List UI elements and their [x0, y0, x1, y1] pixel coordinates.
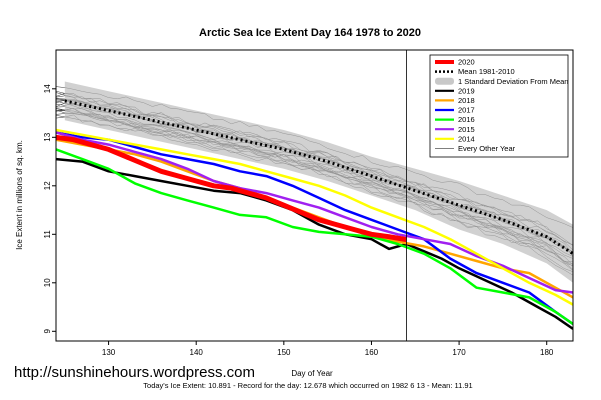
y-tick-label: 12 [43, 181, 52, 190]
chart-title: Arctic Sea Ice Extent Day 164 1978 to 20… [199, 27, 421, 39]
legend-label: 2015 [458, 125, 475, 134]
legend-label: 1 Standard Deviation From Mean [458, 77, 568, 86]
watermark: http://sunshinehours.wordpress.com [14, 364, 255, 381]
legend-label: 2014 [458, 134, 475, 143]
x-tick-label: 130 [102, 348, 116, 357]
x-tick-label: 150 [277, 348, 291, 357]
legend-label: Mean 1981-2010 [458, 67, 515, 76]
y-tick-label: 9 [43, 329, 52, 334]
footer-stats: Today's Ice Extent: 10.891 - Record for … [143, 381, 472, 390]
y-tick-label: 10 [43, 278, 52, 287]
y-tick-label: 14 [43, 84, 52, 93]
x-tick-label: 140 [190, 348, 204, 357]
y-axis-label: Ice Extent in millions of sq. km. [15, 140, 24, 250]
y-axis: 9 10 11 12 13 14 [43, 84, 56, 334]
series-line-2020 [56, 134, 407, 243]
legend-label: 2019 [458, 86, 475, 95]
legend-label: 2017 [458, 106, 475, 115]
x-tick-label: 170 [452, 348, 466, 357]
legend-label: Every Other Year [458, 144, 516, 153]
std-dev-band [64, 81, 573, 283]
x-tick-label: 160 [365, 348, 379, 357]
x-axis-label: Day of Year [291, 369, 333, 378]
legend-label: 2018 [458, 96, 475, 105]
legend-label: 2016 [458, 115, 475, 124]
series-line-2016 [56, 148, 573, 326]
y-tick-label: 13 [43, 132, 52, 141]
series-line-2014 [56, 128, 573, 306]
x-axis: 130 140 150 160 170 180 [102, 341, 554, 357]
plot-frame [55, 49, 574, 342]
legend-label: 2020 [458, 58, 475, 67]
x-tick-label: 180 [540, 348, 554, 357]
series-line-2017 [56, 131, 573, 326]
legend-swatch [435, 77, 454, 85]
y-tick-label: 11 [43, 230, 52, 239]
